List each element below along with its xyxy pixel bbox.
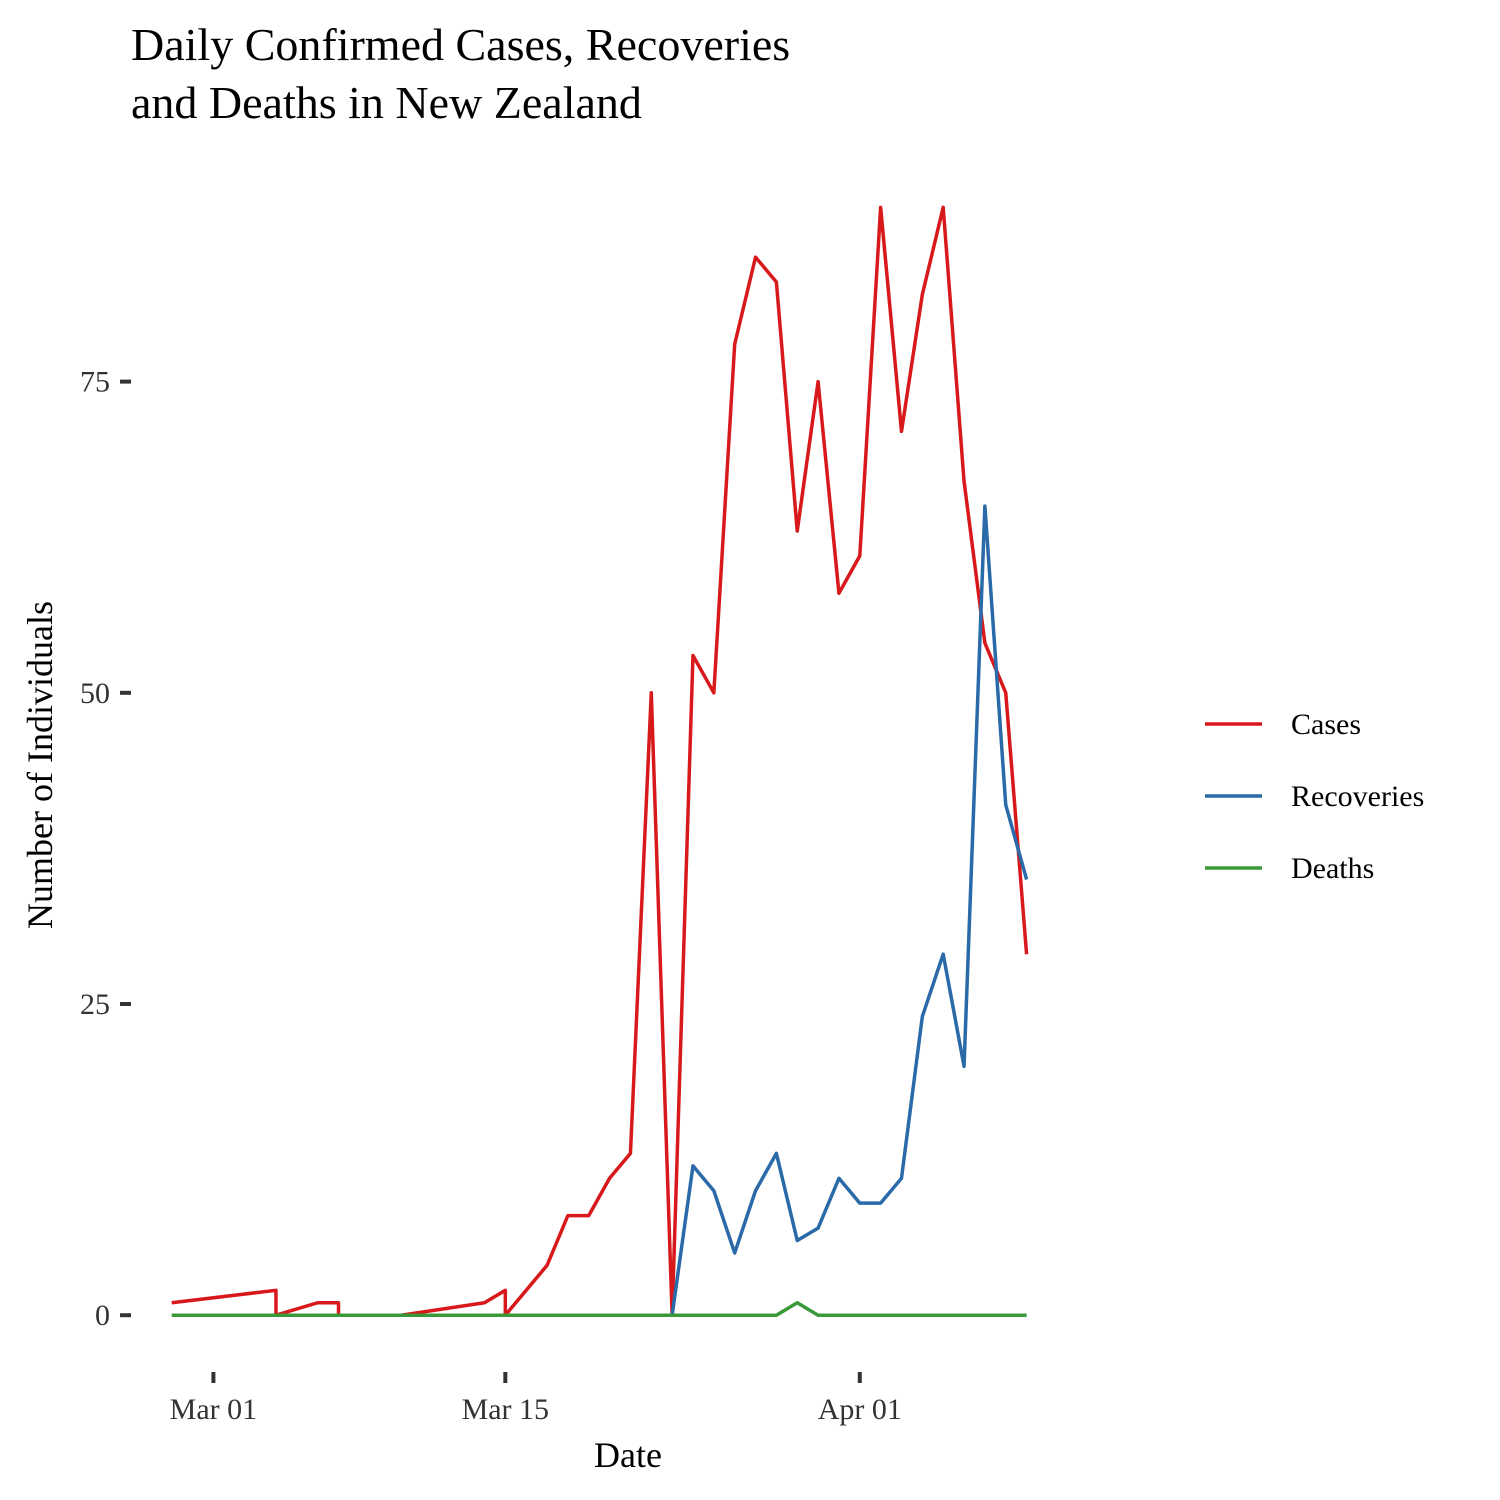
series-line-recoveries — [670, 504, 1029, 1316]
y-axis: 0 25 50 75 — [80, 366, 131, 1332]
x-axis-title: Date — [594, 1435, 662, 1475]
y-tick-label: 75 — [80, 366, 110, 399]
chart-title: Daily Confirmed Cases, Recoveries and De… — [131, 19, 790, 128]
y-tick-label: 25 — [80, 988, 110, 1021]
x-tick-label: Apr 01 — [818, 1393, 902, 1426]
legend-label-deaths: Deaths — [1291, 852, 1374, 885]
legend: Cases Recoveries Deaths — [1205, 708, 1424, 885]
legend-label-recoveries: Recoveries — [1291, 780, 1424, 813]
series-line-deaths — [171, 1301, 1027, 1317]
x-tick-label: Mar 01 — [170, 1393, 257, 1426]
x-axis: Mar 01 Mar 15 Apr 01 — [170, 1372, 902, 1426]
legend-label-cases: Cases — [1291, 708, 1361, 741]
chart-title-line-1: Daily Confirmed Cases, Recoveries — [131, 19, 790, 70]
series-line-cases — [171, 205, 1029, 1317]
y-tick-label: 0 — [95, 1299, 110, 1332]
chart-title-line-2: and Deaths in New Zealand — [131, 77, 642, 128]
y-tick-label: 50 — [80, 677, 110, 710]
plot-area — [171, 205, 1029, 1317]
y-axis-title: Number of Individuals — [20, 601, 60, 929]
x-tick-label: Mar 15 — [462, 1393, 549, 1426]
